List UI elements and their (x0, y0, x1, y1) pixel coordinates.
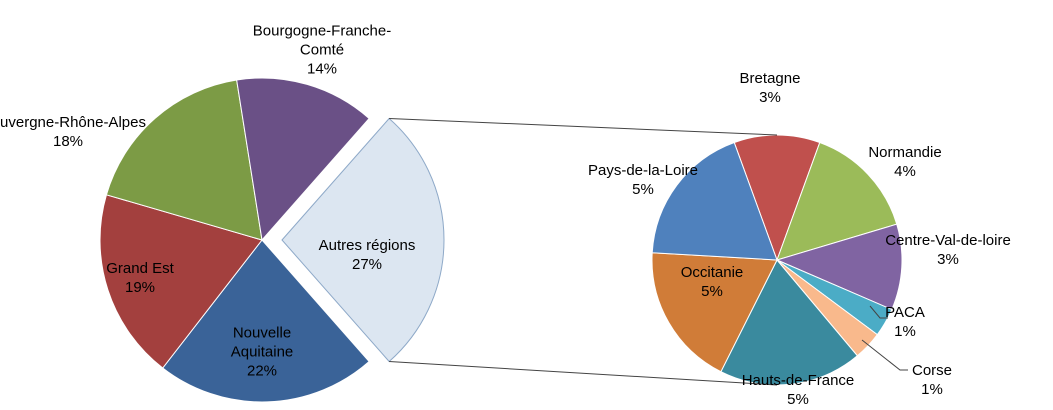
category-label: Nouvelle Aquitaine (230, 324, 294, 361)
value-label: 14% (306, 60, 338, 78)
slice-label: Auvergne-Rhône-Alpes 18% (0, 113, 146, 151)
slice-label: Hauts-de-France 5% (742, 371, 855, 409)
category-label: Autres régions (318, 237, 416, 254)
value-label: 3% (937, 251, 959, 268)
value-label: 5% (632, 181, 654, 198)
pie-slice (651, 252, 778, 373)
value-label: 27% (351, 256, 383, 273)
value-label: 4% (894, 163, 916, 180)
slice-label: Normandie 4% (868, 143, 941, 181)
category-label: Grand Est (106, 260, 174, 277)
pie-slice (776, 141, 898, 261)
category-label: Hauts-de-France (741, 372, 855, 389)
value-label: 22% (246, 362, 278, 380)
slice-label: Nouvelle Aquitaine 22% (217, 324, 307, 381)
slice-label: Bourgogne-Franche-Comté 14% (247, 22, 397, 79)
slice-label: PACA 1% (885, 303, 925, 341)
category-label: PACA (885, 304, 925, 321)
category-label: Occitanie (680, 264, 744, 281)
value-label: 19% (124, 279, 156, 296)
value-label: 18% (52, 133, 84, 150)
slice-label: Corse 1% (912, 361, 952, 399)
category-label: Auvergne-Rhône-Alpes (0, 114, 146, 131)
category-label: Normandie (868, 144, 942, 161)
pie-slice (99, 194, 263, 369)
pie-slice (236, 77, 370, 242)
slice-label: Pays-de-la-Loire 5% (588, 161, 698, 199)
category-label: Corse (911, 362, 953, 379)
value-label: 5% (787, 391, 809, 408)
value-label: 5% (701, 283, 723, 300)
slice-label: Occitanie 5% (681, 263, 744, 301)
pie-slice (281, 117, 445, 363)
connector-line (389, 117, 778, 136)
pie-slice (105, 79, 263, 241)
slice-label: Autres régions 27% (319, 236, 416, 274)
slice-label: Centre-Val-de-loire 3% (885, 231, 1011, 269)
connector-line (389, 361, 778, 386)
pie-slice (775, 223, 903, 311)
pie-slice (651, 141, 778, 261)
category-label: Pays-de-la-Loire (587, 162, 699, 179)
value-label: 1% (921, 381, 943, 398)
category-label: Bourgogne-Franche-Comté (252, 22, 392, 59)
leader-line (861, 339, 908, 371)
value-label: 3% (759, 89, 781, 106)
category-label: Centre-Val-de-loire (885, 232, 1011, 249)
leader-line (869, 305, 888, 319)
pie-slice (162, 239, 370, 403)
value-label: 1% (894, 323, 916, 340)
slice-label: Bretagne 3% (740, 69, 801, 107)
pie-slice (720, 259, 859, 386)
slice-label: Grand Est 19% (106, 259, 174, 297)
category-label: Bretagne (739, 70, 801, 87)
